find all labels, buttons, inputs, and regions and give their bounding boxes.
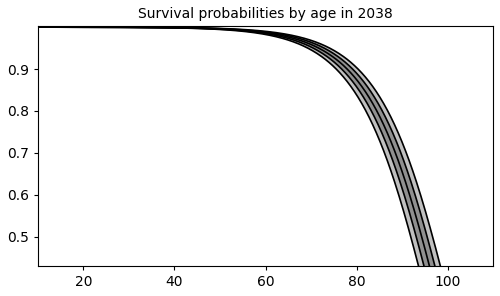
Title: Survival probabilities by age in 2038: Survival probabilities by age in 2038 [138, 7, 393, 21]
